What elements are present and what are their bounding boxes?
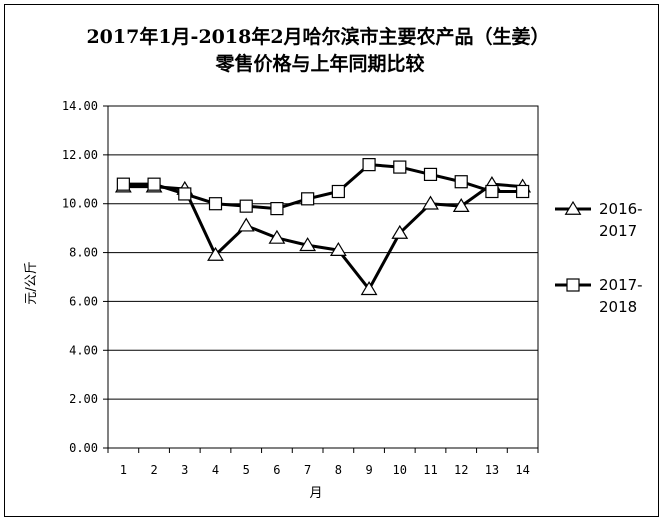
line-chart: 2017年1月-2018年2月哈尔滨市主要农产品（生姜） 零售价格与上年同期比较… xyxy=(24,25,643,501)
series-1-point-0 xyxy=(116,177,130,191)
x-tick-label-1: 2 xyxy=(150,463,157,477)
legend-label-0-1: 2017 xyxy=(599,222,637,240)
y-tick-label-4: 8.00 xyxy=(69,246,98,260)
series-0-point-9 xyxy=(391,224,409,239)
x-tick-label-2: 3 xyxy=(181,463,188,477)
legend: 2016- 2017 2017- 2018 xyxy=(555,200,643,316)
y-axis-title: 元/公斤 xyxy=(24,261,39,304)
legend-label-1-0: 2017- xyxy=(599,276,643,294)
x-axis-title: 月 xyxy=(309,486,322,501)
series-0-point-6 xyxy=(299,237,317,252)
legend-marker-0 xyxy=(564,200,582,215)
chart-frame: 2017年1月-2018年2月哈尔滨市主要农产品（生姜） 零售价格与上年同期比较… xyxy=(4,4,659,517)
y-tick-label-7: 14.00 xyxy=(62,99,98,113)
series-1-point-8 xyxy=(362,158,376,172)
series-1-point-12 xyxy=(485,184,499,199)
series-0-point-5 xyxy=(268,229,286,244)
series-1-point-7 xyxy=(331,184,345,199)
x-tick-label-4: 5 xyxy=(243,463,250,477)
series-0-point-11 xyxy=(452,197,470,213)
x-tick-label-9: 10 xyxy=(393,463,407,477)
plot-border xyxy=(107,105,539,449)
series-1-point-4 xyxy=(239,199,253,213)
y-tick-label-1: 2.00 xyxy=(69,392,98,406)
x-tick-label-3: 4 xyxy=(212,463,219,477)
legend-label-1-1: 2018 xyxy=(599,298,637,316)
series-0-point-3 xyxy=(207,246,224,261)
series-0-point-8 xyxy=(360,281,378,296)
x-tick-label-6: 7 xyxy=(304,463,311,477)
y-tick-label-6: 12.00 xyxy=(62,148,98,162)
series-1-point-3 xyxy=(208,197,223,211)
x-tick-label-5: 6 xyxy=(273,463,280,477)
legend-marker-1 xyxy=(566,278,580,292)
series-1-point-11 xyxy=(454,175,468,189)
series-1-point-10 xyxy=(423,167,438,181)
y-tick-label-5: 10.00 xyxy=(62,197,98,211)
x-tick-label-0: 1 xyxy=(120,463,127,477)
series-1-point-9 xyxy=(393,160,407,174)
series-1-point-1 xyxy=(147,177,161,191)
series-1-point-13 xyxy=(516,184,530,199)
y-tick-label-3: 6.00 xyxy=(69,294,98,308)
x-tick-label-7: 8 xyxy=(335,463,342,477)
series-1-point-5 xyxy=(270,202,284,216)
chart-subtitle: 零售价格与上年同期比较 xyxy=(214,52,424,75)
y-tick-label-0: 0.00 xyxy=(69,441,98,455)
chart-title: 2017年1月-2018年2月哈尔滨市主要农产品（生姜） xyxy=(86,25,549,48)
x-tick-label-10: 11 xyxy=(423,463,437,477)
x-tick-label-12: 13 xyxy=(485,463,499,477)
series-0-point-7 xyxy=(329,241,347,256)
series-0-point-4 xyxy=(237,217,255,232)
y-tick-label-2: 4.00 xyxy=(69,343,98,357)
series-1-point-6 xyxy=(301,192,315,206)
x-tick-label-8: 9 xyxy=(365,463,372,477)
series-0-point-10 xyxy=(422,195,439,210)
x-tick-label-11: 12 xyxy=(454,463,468,477)
legend-label-0-0: 2016- xyxy=(599,200,643,218)
x-tick-label-13: 14 xyxy=(515,463,529,477)
series-1-point-2 xyxy=(178,187,192,201)
